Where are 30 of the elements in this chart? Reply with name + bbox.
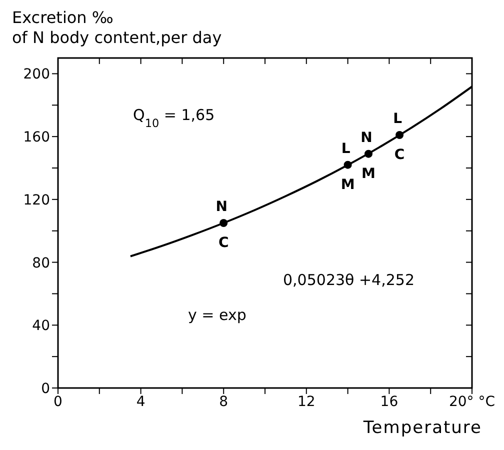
annotation: L — [393, 111, 402, 127]
y-tick-label: 120 — [23, 192, 50, 208]
x-axis-title: Temperature — [362, 418, 483, 438]
x-tick-label: 12 — [297, 394, 316, 410]
annotation: C — [218, 235, 229, 251]
point — [344, 160, 352, 169]
point — [364, 150, 372, 158]
annotation: M — [340, 176, 355, 193]
x-tick-label: 0 — [54, 394, 62, 410]
annotation: N — [360, 130, 372, 146]
annotation: 0,05023θ +4,252 — [283, 271, 414, 289]
point — [220, 219, 228, 227]
annotation: N — [216, 199, 228, 215]
annotation: y = exp — [188, 306, 246, 324]
annotation: C — [394, 147, 405, 163]
y-tick-label: 80 — [32, 255, 50, 272]
annotation: M — [362, 166, 376, 182]
line-series — [129, 86, 472, 258]
y-axis-title: Excretion ‰ of N body content,per day — [12, 8, 223, 48]
x-tick-label: 4 — [136, 394, 146, 410]
point — [396, 131, 404, 139]
x-tick-label: 8 — [219, 394, 228, 410]
annotation: Q$_{10}$ = 1,65 — [133, 106, 215, 130]
y-tick-label: 0 — [41, 380, 50, 397]
y-tick-label: 160 — [23, 130, 50, 146]
y-tick-label: 200 — [23, 66, 50, 83]
annotation: L — [341, 140, 350, 157]
x-tick-label: 20° °C — [448, 394, 496, 410]
y-tick-label: 40 — [32, 318, 50, 334]
x-tick-label: 16 — [380, 394, 398, 410]
